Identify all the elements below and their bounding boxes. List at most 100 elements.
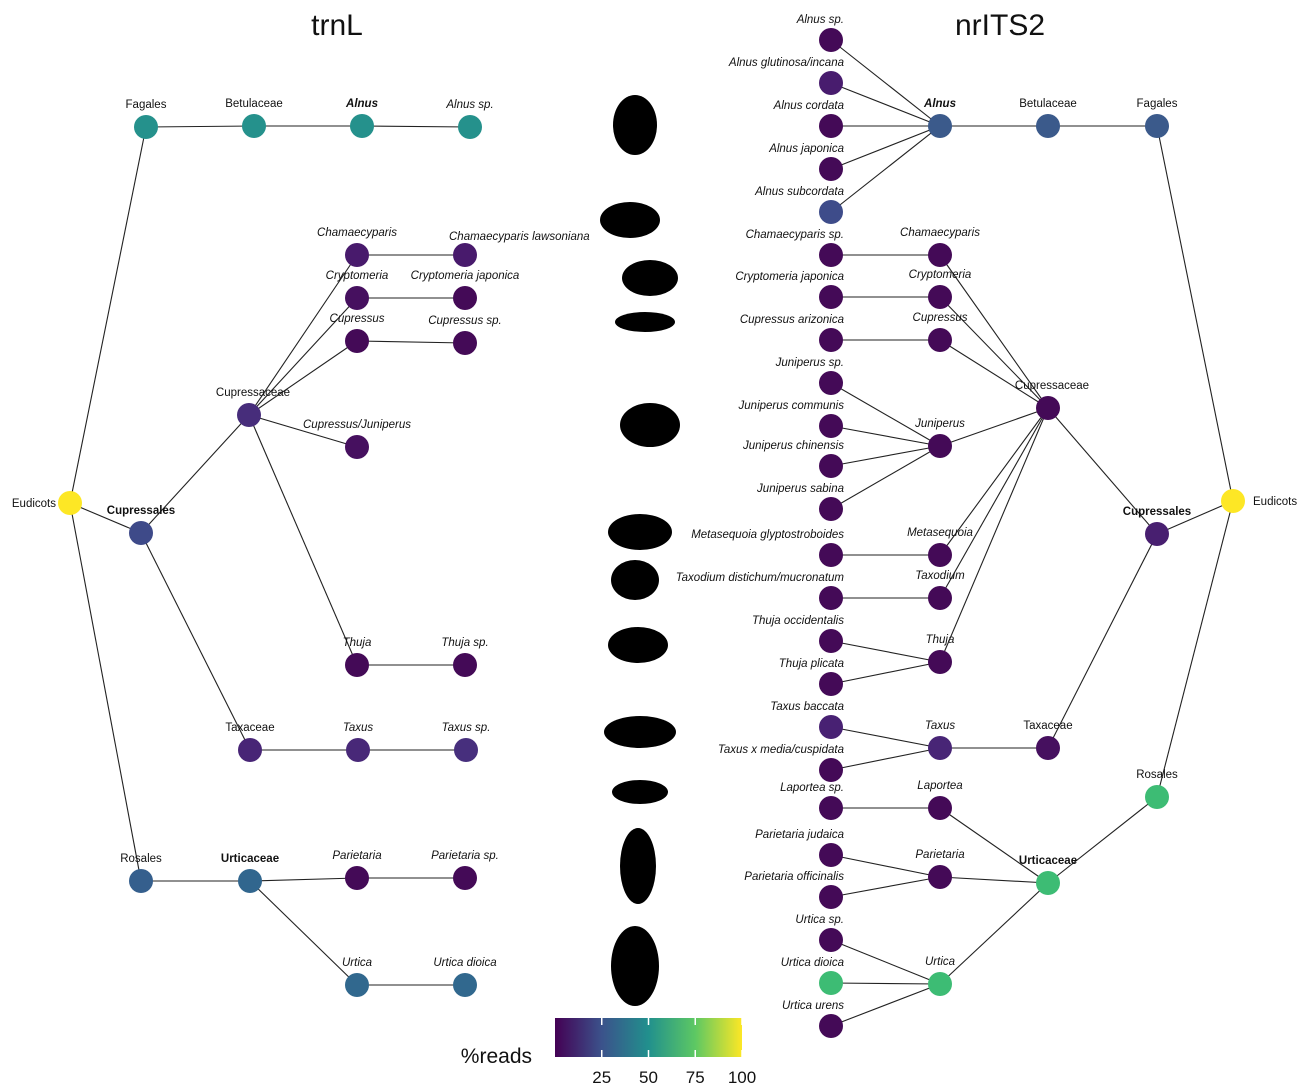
node-label: Alnus [345,98,378,110]
node [242,114,266,138]
node-label: Urtica dioica [433,957,496,969]
edge [939,807,1049,884]
node-label: Thuja sp. [441,637,488,649]
node-label: Urtica sp. [795,914,844,926]
node-label: Thuja occidentalis [752,615,844,627]
edge [830,125,941,170]
colorbar-tick-label: 50 [639,1068,658,1087]
edge [830,854,941,878]
node [453,653,477,677]
node [819,971,843,995]
node-label: Urtica urens [782,1000,844,1012]
node [928,650,952,674]
node-label: Cryptomeria [326,270,389,282]
node [928,796,952,820]
edge [356,340,466,344]
edge [140,532,251,751]
edges [69,39,1234,1027]
edge [830,726,941,749]
node [819,586,843,610]
left-title: trnL [311,9,363,42]
node-label: Parietaria [332,850,381,862]
node-label: Alnus sp. [796,14,844,26]
node [819,157,843,181]
edge [830,661,941,685]
node-label: Taxus [343,722,374,734]
node-label: Cupressus [330,313,385,325]
node-label: Juniperus sabina [756,483,844,495]
node [819,371,843,395]
node [345,973,369,997]
node-label: Betulaceae [1019,98,1077,110]
node [238,869,262,893]
plant-silhouettes [600,95,680,1006]
node [345,286,369,310]
node-label: Urticaceae [1019,855,1077,867]
node-label: Cryptomeria japonica [411,270,520,282]
node [345,435,369,459]
node [345,866,369,890]
edge [69,126,147,504]
node [346,738,370,762]
node-label: Alnus glutinosa/incana [728,57,844,69]
node-label: Parietaria judaica [755,829,844,841]
edge [939,407,1049,599]
node-label: Urtica [342,957,372,969]
node [819,629,843,653]
edge [1047,533,1158,749]
edge [830,983,941,1027]
node [129,521,153,545]
edge [830,876,941,898]
node [1221,489,1245,513]
node-label: Alnus sp. [445,99,493,111]
node [237,403,261,427]
edge [830,425,941,447]
node-label: Alnus subcordata [754,186,844,198]
node [58,491,82,515]
edge [830,82,941,127]
node [454,738,478,762]
edge [249,880,358,986]
node [453,331,477,355]
edge [830,939,941,985]
edge [248,340,358,416]
node-label: Taxaceae [1023,720,1072,732]
node-label: Taxodium [915,570,965,582]
node-label: Betulaceae [225,98,283,110]
colorbar-tick-label: 25 [592,1068,611,1087]
node-label: Cryptomeria [909,269,972,281]
node-label: Taxus baccata [770,701,844,713]
node-label: Taxaceae [225,722,274,734]
right-title: nrITS2 [955,9,1045,42]
colorbar-label: %reads [461,1045,532,1068]
node-label: Laportea sp. [780,782,844,794]
node-label: Juniperus communis [738,400,845,412]
node [345,329,369,353]
node [928,736,952,760]
edge [939,296,1049,409]
edge [939,407,1049,556]
node [928,328,952,352]
edge [939,339,1049,409]
node [819,796,843,820]
edge [830,982,941,985]
node [1036,736,1060,760]
node [819,885,843,909]
node-label: Parietaria officinalis [744,871,844,883]
node [819,454,843,478]
node-label: Chamaecyparis [317,227,397,239]
node [819,114,843,138]
node-label: Cupressaceae [216,387,290,399]
node [1145,522,1169,546]
node-label: Cupressales [107,505,175,517]
edge [140,414,250,534]
node [928,114,952,138]
edge [939,882,1049,985]
node-label: Metasequoia [907,527,973,539]
node [1036,114,1060,138]
edge [830,640,941,663]
node-label: Rosales [120,853,162,865]
edge [248,414,358,666]
node [819,285,843,309]
